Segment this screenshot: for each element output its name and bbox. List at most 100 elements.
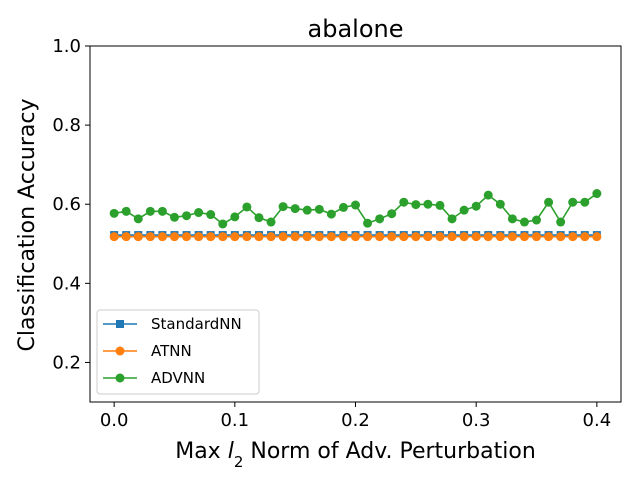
axis-ticks: 0.0 0.1 0.2 0.3 0.4 0.2 0.4 0.6 0.8 1.0 xyxy=(52,36,611,431)
y-axis-label: Classification Accuracy xyxy=(15,99,40,352)
legend-marker-advnn xyxy=(115,373,125,383)
data-point-advnn xyxy=(399,197,409,207)
data-point-atnn xyxy=(519,232,529,242)
data-point-atnn xyxy=(145,232,155,242)
legend-marker-standardnn xyxy=(116,320,124,328)
x-tick-label: 0.0 xyxy=(100,410,129,431)
data-point-advnn xyxy=(182,211,192,221)
data-point-advnn xyxy=(519,217,529,227)
data-point-advnn xyxy=(145,206,155,216)
data-point-atnn xyxy=(206,232,216,242)
data-point-atnn xyxy=(314,232,324,242)
data-point-atnn xyxy=(326,232,336,242)
data-point-atnn xyxy=(363,232,373,242)
legend-label-advnn: ADVNN xyxy=(151,369,205,387)
data-point-atnn xyxy=(375,232,385,242)
y-tick-label: 1.0 xyxy=(52,36,81,57)
series-atnn xyxy=(109,232,602,242)
data-point-atnn xyxy=(532,232,542,242)
y-tick-label: 0.8 xyxy=(52,115,81,136)
data-point-atnn xyxy=(471,232,481,242)
data-point-atnn xyxy=(483,232,493,242)
data-point-advnn xyxy=(206,210,216,220)
data-point-advnn xyxy=(592,189,602,199)
x-tick-label: 0.3 xyxy=(462,410,491,431)
data-point-atnn xyxy=(399,232,409,242)
data-point-advnn xyxy=(447,214,457,224)
data-point-atnn xyxy=(266,232,276,242)
y-tick-label: 0.4 xyxy=(52,273,81,294)
data-point-advnn xyxy=(326,209,336,219)
data-point-advnn xyxy=(423,199,433,209)
data-point-advnn xyxy=(544,197,554,207)
data-point-advnn xyxy=(302,205,312,215)
data-point-atnn xyxy=(218,232,228,242)
data-point-atnn xyxy=(302,232,312,242)
data-point-atnn xyxy=(387,232,397,242)
data-point-advnn xyxy=(230,212,240,222)
data-point-advnn xyxy=(375,214,385,224)
x-axis-label: Max l2 Norm of Adv. Perturbation xyxy=(175,439,536,471)
data-point-advnn xyxy=(278,202,288,212)
axes-frame xyxy=(89,45,622,403)
data-point-atnn xyxy=(580,232,590,242)
data-point-atnn xyxy=(242,232,252,242)
plot-area xyxy=(109,189,602,242)
legend-label-atnn: ATNN xyxy=(151,342,192,360)
data-point-atnn xyxy=(254,232,264,242)
data-point-advnn xyxy=(121,206,131,216)
data-point-atnn xyxy=(507,232,517,242)
data-point-atnn xyxy=(290,232,300,242)
data-point-atnn xyxy=(423,232,433,242)
data-point-advnn xyxy=(242,202,252,212)
data-point-advnn xyxy=(483,190,493,200)
data-point-advnn xyxy=(109,208,119,218)
data-point-advnn xyxy=(435,200,445,210)
data-point-atnn xyxy=(495,232,505,242)
data-point-atnn xyxy=(447,232,457,242)
data-point-advnn xyxy=(411,200,421,210)
data-point-advnn xyxy=(290,204,300,214)
data-point-advnn xyxy=(507,214,517,224)
data-point-advnn xyxy=(471,201,481,211)
data-point-atnn xyxy=(133,232,143,242)
data-point-atnn xyxy=(459,232,469,242)
data-point-advnn xyxy=(314,204,324,214)
x-tick-label: 0.1 xyxy=(220,410,249,431)
chart-title: abalone xyxy=(308,15,404,43)
data-point-atnn xyxy=(592,232,602,242)
x-tick-label: 0.2 xyxy=(341,410,370,431)
y-tick-label: 0.2 xyxy=(52,352,81,373)
data-point-atnn xyxy=(194,232,204,242)
data-point-advnn xyxy=(218,219,228,229)
data-point-atnn xyxy=(544,232,554,242)
data-point-advnn xyxy=(387,209,397,219)
data-point-advnn xyxy=(254,213,264,223)
data-point-atnn xyxy=(351,232,360,242)
data-point-atnn xyxy=(411,232,421,242)
data-point-advnn xyxy=(133,214,143,224)
legend-box xyxy=(96,309,260,395)
data-point-atnn xyxy=(556,232,566,242)
legend-label-standardnn: StandardNN xyxy=(151,315,242,333)
data-point-advnn xyxy=(194,208,204,218)
data-point-advnn xyxy=(556,217,566,227)
data-point-advnn xyxy=(157,206,167,216)
series-advnn xyxy=(109,189,602,229)
data-point-atnn xyxy=(278,232,288,242)
legend: StandardNN ATNN ADVNN xyxy=(96,309,260,395)
data-point-atnn xyxy=(435,232,445,242)
data-point-advnn xyxy=(495,199,505,209)
data-point-atnn xyxy=(568,232,578,242)
data-point-advnn xyxy=(169,212,179,222)
legend-marker-atnn xyxy=(115,346,125,356)
data-point-advnn xyxy=(459,205,469,215)
y-tick-label: 0.6 xyxy=(52,194,81,215)
data-point-atnn xyxy=(230,232,240,242)
data-point-advnn xyxy=(351,200,360,210)
x-tick-label: 0.4 xyxy=(583,410,612,431)
data-point-atnn xyxy=(109,232,119,242)
data-point-advnn xyxy=(568,197,578,207)
data-point-atnn xyxy=(121,232,131,242)
